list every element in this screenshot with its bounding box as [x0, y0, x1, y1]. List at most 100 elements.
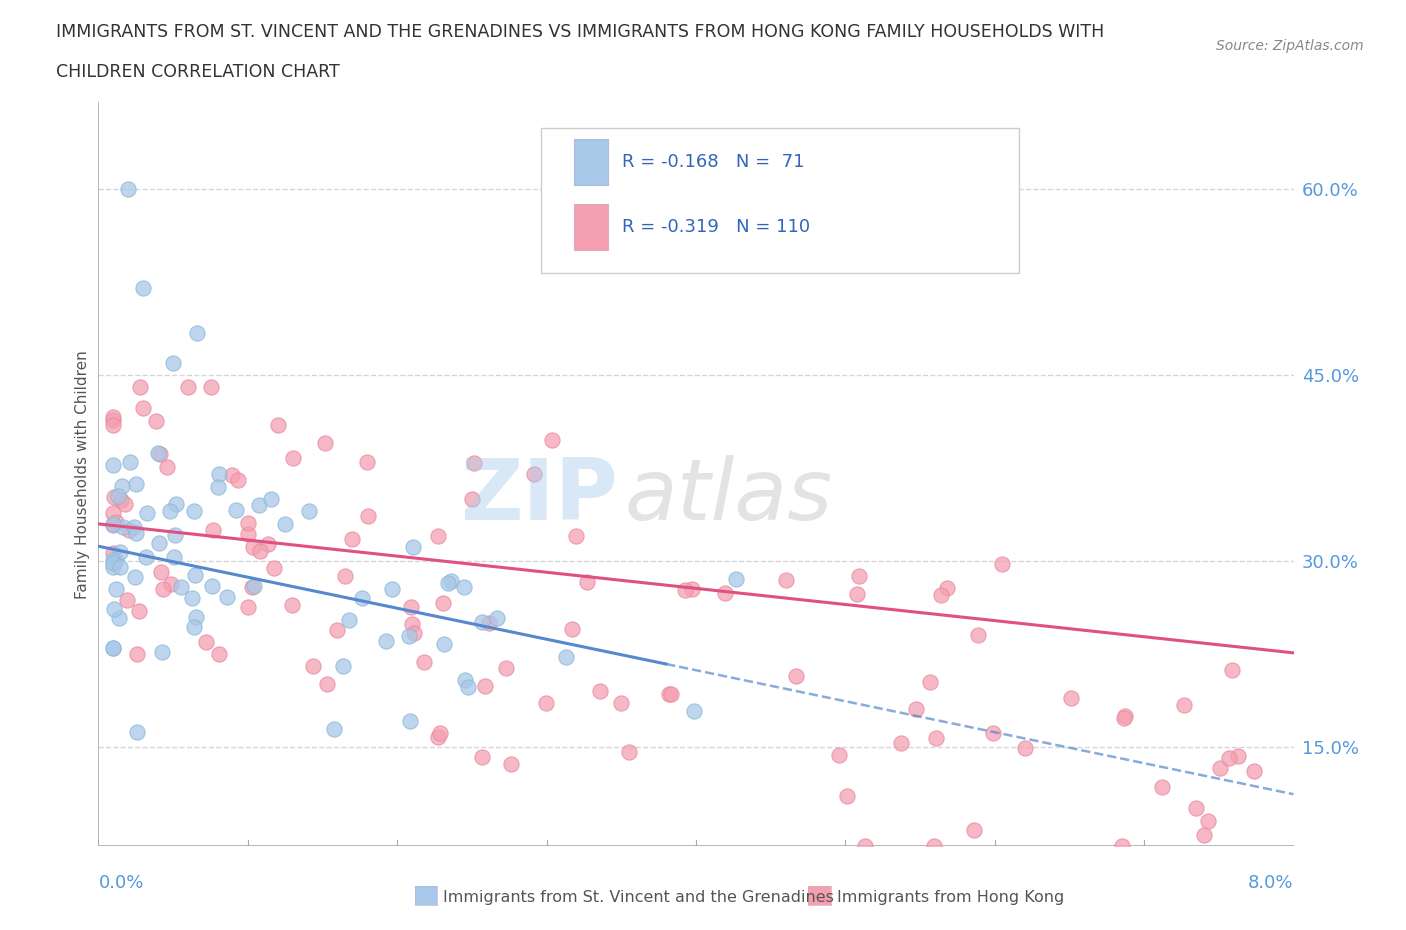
Point — [247, 498, 270, 512]
Point — [554, 650, 576, 665]
Point — [374, 634, 396, 649]
Point — [256, 537, 278, 551]
Point — [207, 479, 229, 494]
Point — [103, 517, 125, 532]
Point — [236, 600, 259, 615]
Point — [105, 514, 128, 529]
Point — [201, 578, 224, 593]
Point — [186, 326, 208, 340]
FancyBboxPatch shape — [541, 128, 1019, 273]
Point — [107, 488, 129, 503]
Point — [966, 627, 988, 642]
Point — [541, 432, 564, 447]
Point — [103, 640, 125, 655]
Point — [991, 556, 1014, 571]
Point — [1218, 751, 1240, 765]
Point — [499, 756, 522, 771]
Point — [105, 581, 128, 596]
Text: R = -0.168   N =  71: R = -0.168 N = 71 — [621, 153, 804, 171]
Point — [1173, 698, 1195, 712]
Point — [1112, 711, 1135, 725]
Point — [145, 414, 167, 429]
Point — [931, 588, 953, 603]
FancyBboxPatch shape — [574, 140, 607, 185]
Point — [1059, 690, 1081, 705]
Point — [316, 677, 339, 692]
Point — [103, 552, 125, 567]
Point — [402, 625, 425, 640]
Point — [238, 526, 260, 541]
Point — [165, 527, 187, 542]
Point — [401, 617, 423, 631]
Point — [352, 591, 374, 606]
Point — [963, 823, 986, 838]
Point — [221, 468, 243, 483]
Point — [136, 506, 159, 521]
Point — [260, 492, 283, 507]
Point — [617, 744, 640, 759]
Point — [427, 730, 450, 745]
Point — [242, 539, 264, 554]
Point — [522, 467, 544, 482]
Point — [1150, 780, 1173, 795]
Point — [159, 504, 181, 519]
Point — [103, 490, 125, 505]
Point — [457, 680, 479, 695]
Y-axis label: Family Households with Children: Family Households with Children — [75, 350, 90, 599]
Point — [263, 561, 285, 576]
Point — [724, 572, 747, 587]
Text: atlas: atlas — [624, 455, 832, 538]
Point — [1197, 814, 1219, 829]
Point — [855, 839, 877, 854]
Point — [565, 529, 588, 544]
Point — [103, 413, 125, 428]
Point — [249, 543, 271, 558]
Point — [1111, 839, 1133, 854]
Point — [103, 410, 125, 425]
Point — [118, 455, 141, 470]
Point — [301, 659, 323, 674]
Point — [1243, 764, 1265, 779]
Point — [440, 574, 463, 589]
Text: Source: ZipAtlas.com: Source: ZipAtlas.com — [1216, 39, 1364, 53]
Point — [103, 458, 125, 472]
Point — [238, 515, 260, 530]
Point — [454, 672, 477, 687]
Point — [146, 445, 169, 460]
Point — [125, 646, 148, 661]
Point — [281, 597, 304, 612]
Point — [183, 567, 205, 582]
Point — [274, 517, 297, 532]
Point — [478, 616, 501, 631]
Point — [682, 581, 704, 596]
Point — [575, 575, 598, 590]
Point — [835, 789, 858, 804]
Point — [658, 686, 681, 701]
Point — [103, 555, 125, 570]
Point — [163, 550, 186, 565]
Text: 8.0%: 8.0% — [1249, 873, 1294, 892]
Text: 0.0%: 0.0% — [98, 873, 143, 892]
Point — [485, 611, 508, 626]
Point — [342, 531, 364, 546]
Point — [124, 570, 146, 585]
Point — [534, 696, 557, 711]
Point — [398, 629, 420, 644]
Point — [103, 601, 125, 616]
Point — [453, 580, 475, 595]
Point — [381, 581, 404, 596]
Point — [323, 722, 346, 737]
Point — [194, 634, 217, 649]
Point — [326, 622, 349, 637]
Point — [785, 669, 807, 684]
Point — [225, 502, 247, 517]
Point — [149, 446, 172, 461]
Point — [471, 750, 494, 764]
Point — [103, 506, 125, 521]
Point — [314, 435, 336, 450]
Point — [429, 725, 451, 740]
Point — [170, 579, 193, 594]
Point — [128, 380, 150, 395]
Point — [208, 647, 231, 662]
Point — [103, 559, 125, 574]
